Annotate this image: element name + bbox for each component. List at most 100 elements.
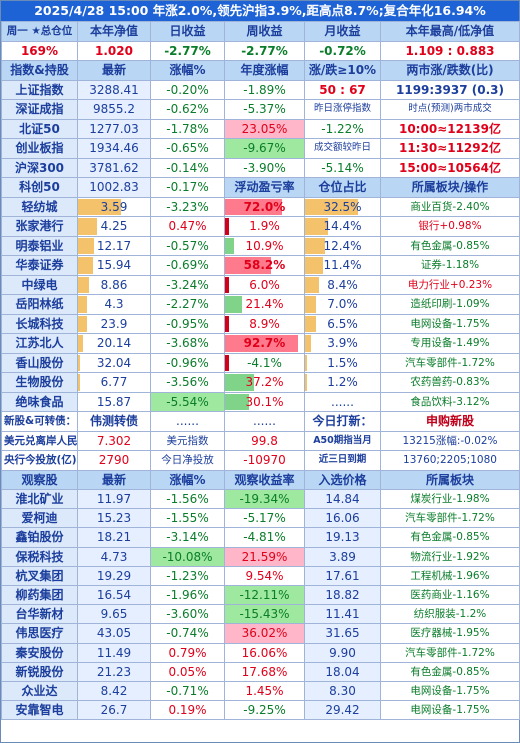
watch-sector: 汽车零部件-1.72% [380, 508, 520, 529]
index-name[interactable]: 科创50 [1, 177, 78, 198]
info-cell-4: A50期指当月 [304, 430, 381, 451]
index-name[interactable]: 沪深300 [1, 157, 78, 178]
holding-position-text: 1.5% [327, 355, 358, 370]
holding-pnl-text: 21.4% [245, 297, 284, 312]
watch-return: 21.59% [224, 546, 305, 567]
info-cell-0: 央行今投放(亿) [1, 450, 78, 471]
watch-return: 16.06% [224, 642, 305, 663]
watch-sector: 有色金属-0.85% [380, 527, 520, 548]
index-price: 1934.46 [77, 138, 151, 159]
summary-values-row: 169% 1.020 -2.77% -2.77% -0.72% 1.109 : 0.883 [1, 40, 520, 61]
holding-position: 6.5% [304, 313, 381, 334]
index-header-3: 年度涨幅 [224, 60, 305, 81]
watch-header-3: 观察收益率 [224, 469, 305, 490]
index-extra: 50 : 67 [304, 79, 381, 100]
holding-pnl: 92.7% [224, 333, 305, 354]
watch-name[interactable]: 台华新材 [1, 604, 78, 625]
watch-name[interactable]: 秦安股份 [1, 642, 78, 663]
holding-row: 中绿电 8.86 -3.24% 6.0% 8.4% 电力行业+0.23% [1, 274, 520, 295]
holding-name[interactable]: 华泰证券 [1, 255, 78, 276]
watch-return: 36.02% [224, 623, 305, 644]
holding-sector: 食品饮料-3.12% [380, 391, 520, 412]
summary-value-4: -0.72% [304, 40, 381, 61]
holding-pnl-text: 30.1% [245, 394, 284, 409]
watch-pct: -3.14% [150, 527, 225, 548]
index-price: 3288.41 [77, 79, 151, 100]
holding-price-text: 20.14 [96, 336, 132, 351]
watch-pct: -3.60% [150, 604, 225, 625]
watch-pct: -0.71% [150, 680, 225, 702]
holding-name[interactable]: 绝味食品 [1, 391, 78, 412]
watch-name[interactable]: 保税科技 [1, 546, 78, 567]
holding-sector: 商业百货-2.40% [380, 196, 520, 217]
watch-name[interactable]: 爱柯迪 [1, 508, 78, 529]
holding-name[interactable]: 江苏北人 [1, 333, 78, 354]
holding-name[interactable]: 张家港行 [1, 216, 78, 237]
holding-position-text: 14.4% [323, 219, 362, 234]
index-pct: -0.17% [150, 177, 225, 198]
holding-position: 1.2% [304, 372, 381, 393]
watch-price: 21.23 [77, 661, 151, 682]
info-cell-4: 今日打新： [304, 411, 381, 432]
info-cell-5[interactable]: 申购新股 [380, 411, 520, 432]
holding-name[interactable]: 岳阳林纸 [1, 294, 78, 315]
info-cell-4: 近三日到期 [304, 450, 381, 471]
holding-row: 明泰铝业 12.17 -0.57% 10.9% 12.4% 有色金属-0.85% [1, 235, 520, 256]
holding-name[interactable]: 明泰铝业 [1, 235, 78, 256]
index-name[interactable]: 创业板指 [1, 138, 78, 159]
watch-name[interactable]: 安靠智电 [1, 700, 78, 721]
holding-pnl-text: 58.2% [243, 258, 286, 273]
index-extra: 成交额较昨日 [304, 138, 381, 159]
watch-return: -9.25% [224, 700, 305, 721]
watch-name[interactable]: 柳药集团 [1, 584, 78, 606]
watch-entry-price: 3.89 [304, 546, 381, 567]
watch-entry-price: 29.42 [304, 700, 381, 721]
watch-name[interactable]: 新锐股份 [1, 661, 78, 682]
holding-name[interactable]: 中绿电 [1, 274, 78, 295]
watch-name[interactable]: 鑫铂股份 [1, 527, 78, 548]
holding-name[interactable]: 长城科技 [1, 313, 78, 334]
watch-pct: 0.19% [150, 700, 225, 721]
holding-name[interactable]: 轻纺城 [1, 196, 78, 217]
index-pct: -0.65% [150, 138, 225, 159]
index-header-0: 指数&持股 [1, 60, 78, 81]
holding-name[interactable]: 生物股份 [1, 372, 78, 393]
watch-header-4: 入选价格 [304, 469, 381, 490]
holding-pct: -0.69% [150, 255, 225, 276]
holding-pct: 0.47% [150, 216, 225, 237]
index-row: 上证指数 3288.41 -0.20% -1.89% 50 : 67 1199:3937 … [1, 79, 520, 100]
watch-entry-price: 14.84 [304, 488, 381, 510]
watch-name[interactable]: 伟思医疗 [1, 623, 78, 644]
watch-sector: 电网设备-1.75% [380, 700, 520, 721]
index-name[interactable]: 上证指数 [1, 79, 78, 100]
watch-row: 杭叉集团 19.29 -1.23% 9.54% 17.61 工程机械-1.96% [1, 565, 520, 586]
holding-pct: -3.68% [150, 333, 225, 354]
holding-position: 11.4% [304, 255, 381, 276]
holding-price-text: 23.9 [100, 316, 128, 331]
watch-name[interactable]: 众业达 [1, 680, 78, 702]
info-cell-2: 美元指数 [150, 430, 225, 451]
summary-header-row: 周一 ★总仓位 本年净值 日收益 周收益 月收益 本年最高/低净值 [1, 21, 520, 42]
index-extra: -5.14% [304, 157, 381, 178]
watch-price: 4.73 [77, 546, 151, 567]
holding-pct: -2.27% [150, 294, 225, 315]
holding-row: 江苏北人 20.14 -3.68% 92.7% 3.9% 专用设备-1.49% [1, 333, 520, 354]
index-name[interactable]: 北证50 [1, 118, 78, 139]
watch-name[interactable]: 淮北矿业 [1, 488, 78, 510]
watch-sector: 医疗器械-1.95% [380, 623, 520, 644]
holding-pct: -3.24% [150, 274, 225, 295]
holding-pnl-text: 1.9% [249, 219, 280, 234]
index-year-change: -9.67% [224, 138, 305, 159]
watch-return: -19.34% [224, 488, 305, 510]
holding-position-text: 12.4% [323, 238, 362, 253]
watch-name[interactable]: 杭叉集团 [1, 565, 78, 586]
holding-name[interactable]: 香山股份 [1, 352, 78, 373]
watch-pct: 0.05% [150, 661, 225, 682]
market-turnover: 15:00≈10564亿 [380, 157, 520, 178]
watch-row: 新锐股份 21.23 0.05% 17.68% 18.04 有色金属-0.85% [1, 661, 520, 682]
summary-value-3: -2.77% [224, 40, 305, 61]
holding-row: 生物股份 6.77 -3.56% 37.2% 1.2% 农药兽药-0.83% [1, 372, 520, 393]
index-name[interactable]: 深证成指 [1, 99, 78, 120]
holding-price-text: 4.25 [100, 219, 128, 234]
